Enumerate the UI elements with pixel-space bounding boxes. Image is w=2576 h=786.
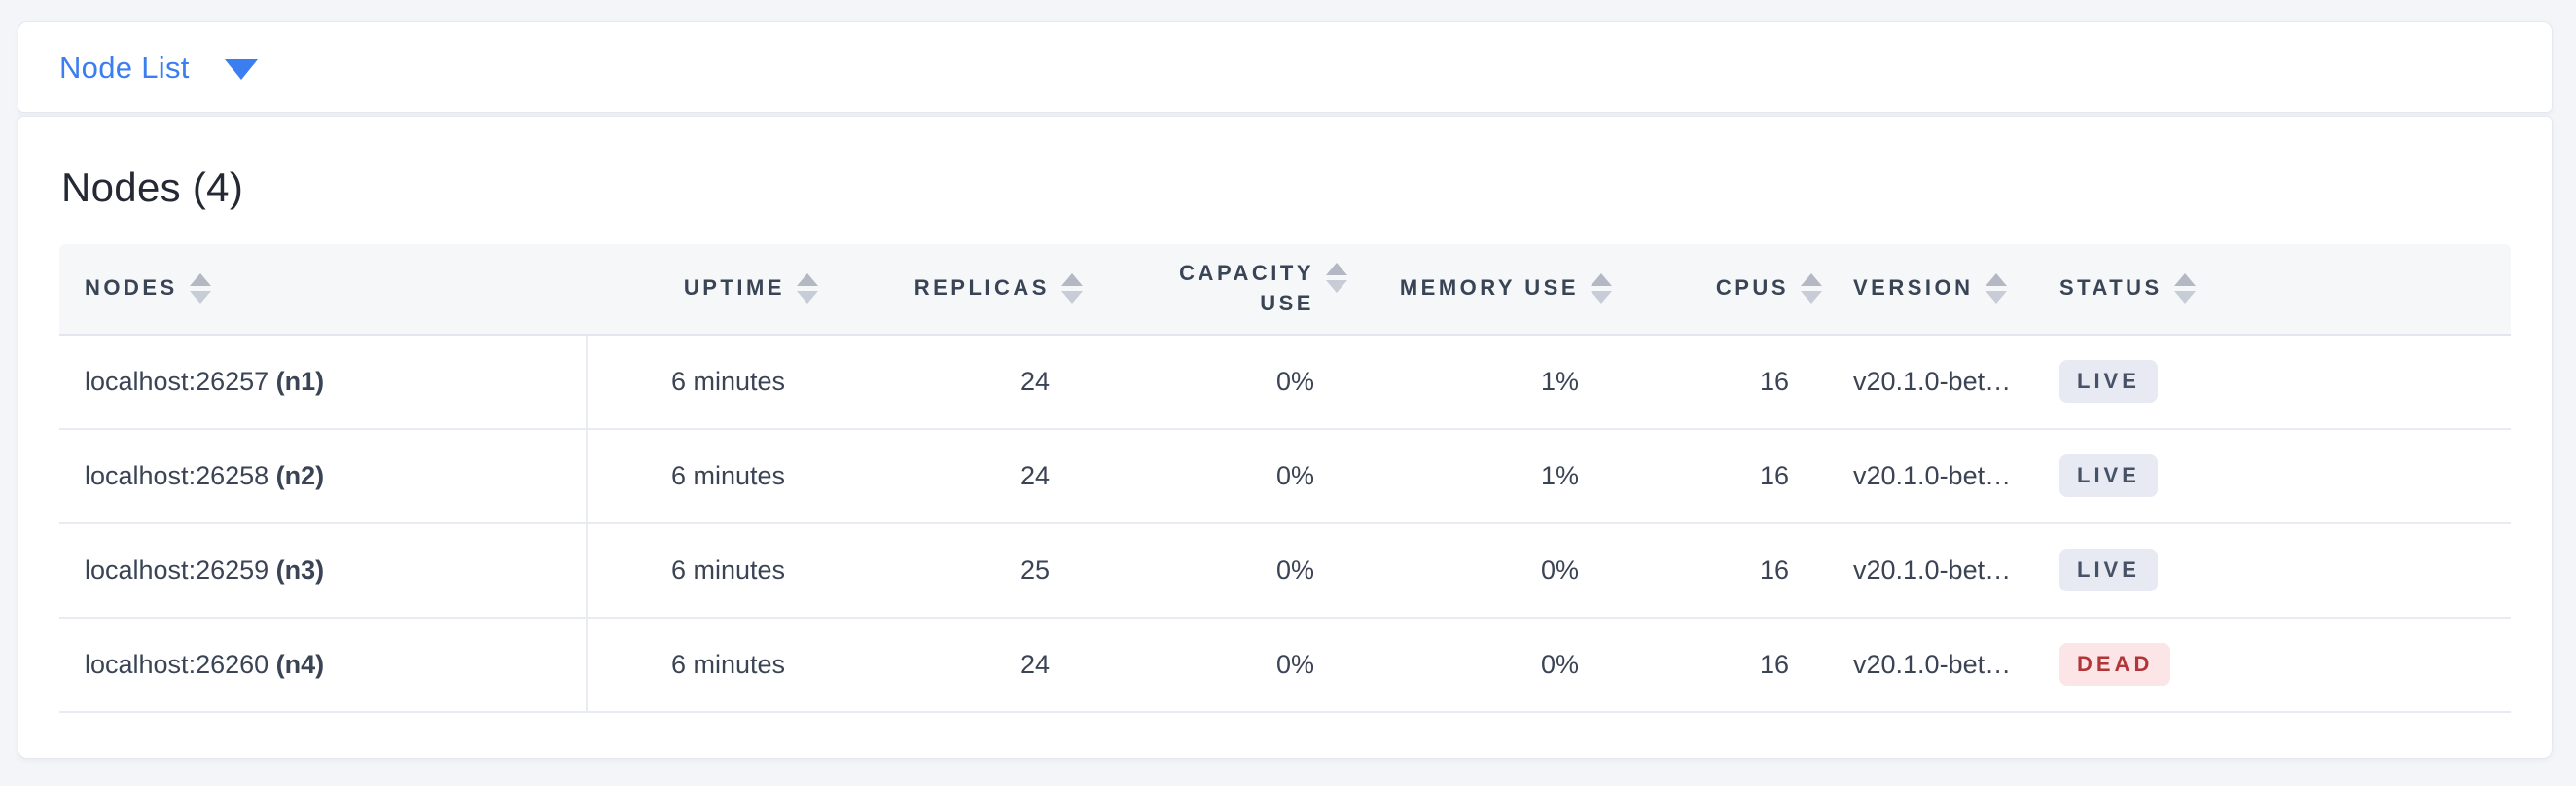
uptime-cell: 6 minutes — [587, 617, 820, 713]
table-body: localhost:26257 (n1) 6 minutes 24 0% 1% … — [59, 334, 2511, 713]
version-cell: v20.1.0-bet… — [1824, 617, 2030, 713]
column-header-version[interactable]: VERSION — [1824, 243, 2030, 336]
column-label: MEMORY USE — [1399, 275, 1579, 301]
cpus-cell: 16 — [1614, 334, 1824, 430]
column-header-cpus[interactable]: CPUS — [1614, 243, 1824, 336]
sort-icon[interactable] — [1985, 273, 2007, 304]
sort-icon[interactable] — [1061, 273, 1083, 304]
view-selector-dropdown[interactable]: Node List — [59, 53, 258, 83]
version-cell: v20.1.0-bet… — [1824, 334, 2030, 430]
uptime-cell: 6 minutes — [587, 428, 820, 524]
sort-icon[interactable] — [797, 273, 818, 304]
node-address-cell: localhost:26259 (n3) — [59, 522, 588, 619]
status-badge: DEAD — [2059, 643, 2171, 687]
node-address: localhost:26260 — [85, 649, 269, 679]
node-address-cell: localhost:26258 (n2) — [59, 428, 588, 524]
memory-use-cell: 1% — [1349, 334, 1614, 430]
sort-icon[interactable] — [189, 273, 211, 304]
nodes-card: Nodes (4) NODES UPTIME REPLICAS CAPACITY… — [18, 116, 2553, 759]
status-cell: LIVE — [2030, 428, 2511, 524]
status-badge: LIVE — [2059, 454, 2158, 498]
column-header-capacity-use[interactable]: CAPACITY USE — [1085, 243, 1349, 336]
replicas-cell: 24 — [820, 617, 1085, 713]
capacity-use-cell: 0% — [1085, 522, 1349, 619]
cpus-cell: 16 — [1614, 428, 1824, 524]
status-cell: DEAD — [2030, 617, 2511, 713]
memory-use-cell: 0% — [1349, 522, 1614, 619]
column-label: CAPACITY USE — [1179, 260, 1314, 315]
node-address: localhost:26258 — [85, 460, 269, 490]
table-row-node-1: localhost:26257 (n1) 6 minutes 24 0% 1% … — [59, 334, 2511, 430]
node-id: (n4) — [275, 649, 325, 679]
view-selector-label: Node List — [59, 50, 190, 85]
column-header-replicas[interactable]: REPLICAS — [820, 243, 1085, 336]
memory-use-cell: 0% — [1349, 617, 1614, 713]
view-selector-bar: Node List — [18, 21, 2553, 113]
uptime-cell: 6 minutes — [587, 334, 820, 430]
sort-icon[interactable] — [2173, 273, 2196, 304]
sort-icon[interactable] — [1801, 273, 1822, 304]
column-label: CPUS — [1715, 275, 1789, 301]
table-header: NODES UPTIME REPLICAS CAPACITY USE MEMOR… — [59, 243, 2511, 336]
cpus-cell: 16 — [1614, 617, 1824, 713]
status-cell: LIVE — [2030, 334, 2511, 430]
table-row-node-2: localhost:26258 (n2) 6 minutes 24 0% 1% … — [59, 428, 2511, 524]
column-label: UPTIME — [683, 275, 785, 301]
column-label: STATUS — [2059, 275, 2163, 301]
nodes-heading: Nodes (4) — [61, 164, 244, 210]
replicas-cell: 24 — [820, 428, 1085, 524]
capacity-use-cell: 0% — [1085, 617, 1349, 713]
sort-icon[interactable] — [1326, 262, 1347, 293]
column-label: NODES — [85, 275, 178, 301]
caret-down-icon — [224, 58, 258, 80]
node-address: localhost:26257 — [85, 366, 269, 396]
version-cell: v20.1.0-bet… — [1824, 428, 2030, 524]
cpus-cell: 16 — [1614, 522, 1824, 619]
node-address: localhost:26259 — [85, 554, 269, 585]
uptime-cell: 6 minutes — [587, 522, 820, 619]
column-header-status[interactable]: STATUS — [2030, 243, 2511, 336]
status-badge: LIVE — [2059, 549, 2158, 592]
table-header-row: NODES UPTIME REPLICAS CAPACITY USE MEMOR… — [59, 243, 2511, 336]
node-address-cell: localhost:26260 (n4) — [59, 617, 588, 713]
node-id: (n3) — [275, 554, 325, 585]
column-header-memory-use[interactable]: MEMORY USE — [1349, 243, 1614, 336]
table-row-node-4: localhost:26260 (n4) 6 minutes 24 0% 0% … — [59, 617, 2511, 713]
status-cell: LIVE — [2030, 522, 2511, 619]
version-cell: v20.1.0-bet… — [1824, 522, 2030, 619]
capacity-use-cell: 0% — [1085, 428, 1349, 524]
node-address-cell: localhost:26257 (n1) — [59, 334, 588, 430]
memory-use-cell: 1% — [1349, 428, 1614, 524]
sort-icon[interactable] — [1591, 273, 1612, 304]
node-id: (n1) — [275, 366, 325, 396]
column-label: REPLICAS — [913, 275, 1050, 301]
column-header-nodes[interactable]: NODES — [59, 243, 587, 336]
table-row-node-3: localhost:26259 (n3) 6 minutes 25 0% 0% … — [59, 522, 2511, 619]
replicas-cell: 24 — [820, 334, 1085, 430]
column-header-uptime[interactable]: UPTIME — [587, 243, 820, 336]
node-list-table: NODES UPTIME REPLICAS CAPACITY USE MEMOR… — [59, 243, 2511, 713]
node-id: (n2) — [275, 460, 325, 490]
replicas-cell: 25 — [820, 522, 1085, 619]
status-badge: LIVE — [2059, 360, 2158, 404]
column-label: VERSION — [1853, 275, 1974, 301]
capacity-use-cell: 0% — [1085, 334, 1349, 430]
